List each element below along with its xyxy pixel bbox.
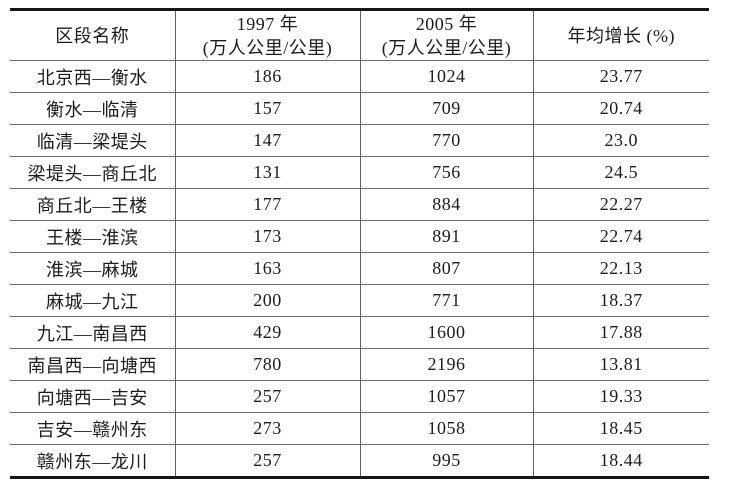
value-2005-cell: 995 bbox=[359, 444, 534, 478]
header-growth-label: 年均增长 (%) bbox=[567, 25, 675, 46]
section-density-table: 区段名称 1997 年 (万人公里/公里) 2005 年 (万人公里/公里) 年… bbox=[10, 8, 709, 479]
header-year-2005: 2005 年 bbox=[415, 13, 478, 34]
value-1997-cell: 177 bbox=[174, 188, 361, 221]
growth-cell: 13.81 bbox=[532, 348, 709, 381]
column-header-1997: 1997 年 (万人公里/公里) bbox=[174, 9, 361, 61]
table-row: 临清—梁堤头 147 770 23.0 bbox=[10, 124, 709, 157]
column-header-growth: 年均增长 (%) bbox=[532, 9, 709, 61]
table-row: 梁堤头—商丘北 131 756 24.5 bbox=[10, 156, 709, 189]
table-row: 商丘北—王楼 177 884 22.27 bbox=[10, 188, 709, 221]
section-name-cell: 临清—梁堤头 bbox=[10, 124, 176, 157]
header-unit-2005: (万人公里/公里) bbox=[381, 37, 512, 58]
growth-cell: 22.13 bbox=[532, 252, 709, 285]
value-1997-cell: 780 bbox=[174, 348, 361, 381]
growth-cell: 23.77 bbox=[532, 60, 709, 93]
section-name-cell: 南昌西—向塘西 bbox=[10, 348, 176, 381]
section-name-cell: 向塘西—吉安 bbox=[10, 380, 176, 413]
table-row: 北京西—衡水 186 1024 23.77 bbox=[10, 60, 709, 93]
growth-cell: 22.74 bbox=[532, 220, 709, 253]
column-header-section: 区段名称 bbox=[10, 9, 176, 61]
value-1997-cell: 257 bbox=[174, 444, 361, 478]
value-2005-cell: 1600 bbox=[359, 316, 534, 349]
value-1997-cell: 173 bbox=[174, 220, 361, 253]
value-1997-cell: 429 bbox=[174, 316, 361, 349]
value-2005-cell: 1058 bbox=[359, 412, 534, 445]
growth-cell: 18.37 bbox=[532, 284, 709, 317]
growth-cell: 19.33 bbox=[532, 380, 709, 413]
header-row: 区段名称 1997 年 (万人公里/公里) 2005 年 (万人公里/公里) 年… bbox=[10, 9, 709, 61]
value-1997-cell: 147 bbox=[174, 124, 361, 157]
header-label: 区段名称 bbox=[55, 25, 130, 46]
value-2005-cell: 1057 bbox=[359, 380, 534, 413]
growth-cell: 17.88 bbox=[532, 316, 709, 349]
table-row: 麻城—九江 200 771 18.37 bbox=[10, 284, 709, 317]
growth-cell: 18.45 bbox=[532, 412, 709, 445]
value-2005-cell: 807 bbox=[359, 252, 534, 285]
column-header-2005: 2005 年 (万人公里/公里) bbox=[359, 9, 534, 61]
value-1997-cell: 163 bbox=[174, 252, 361, 285]
value-2005-cell: 884 bbox=[359, 188, 534, 221]
section-name-cell: 麻城—九江 bbox=[10, 284, 176, 317]
value-2005-cell: 2196 bbox=[359, 348, 534, 381]
table-header: 区段名称 1997 年 (万人公里/公里) 2005 年 (万人公里/公里) 年… bbox=[10, 9, 709, 61]
header-year-1997: 1997 年 bbox=[236, 13, 299, 34]
table-row: 向塘西—吉安 257 1057 19.33 bbox=[10, 380, 709, 413]
section-name-cell: 九江—南昌西 bbox=[10, 316, 176, 349]
table-row: 南昌西—向塘西 780 2196 13.81 bbox=[10, 348, 709, 381]
section-name-cell: 商丘北—王楼 bbox=[10, 188, 176, 221]
value-1997-cell: 186 bbox=[174, 60, 361, 93]
value-2005-cell: 709 bbox=[359, 92, 534, 125]
table-row: 王楼—淮滨 173 891 22.74 bbox=[10, 220, 709, 253]
value-2005-cell: 770 bbox=[359, 124, 534, 157]
value-2005-cell: 1024 bbox=[359, 60, 534, 93]
table-row: 衡水—临清 157 709 20.74 bbox=[10, 92, 709, 125]
section-name-cell: 赣州东—龙川 bbox=[10, 444, 176, 478]
value-2005-cell: 891 bbox=[359, 220, 534, 253]
growth-cell: 24.5 bbox=[532, 156, 709, 189]
value-2005-cell: 756 bbox=[359, 156, 534, 189]
value-2005-cell: 771 bbox=[359, 284, 534, 317]
value-1997-cell: 131 bbox=[174, 156, 361, 189]
value-1997-cell: 200 bbox=[174, 284, 361, 317]
table-body: 北京西—衡水 186 1024 23.77 衡水—临清 157 709 20.7… bbox=[10, 60, 709, 478]
growth-cell: 18.44 bbox=[532, 444, 709, 478]
table-row: 赣州东—龙川 257 995 18.44 bbox=[10, 444, 709, 478]
section-name-cell: 淮滨—麻城 bbox=[10, 252, 176, 285]
section-name-cell: 衡水—临清 bbox=[10, 92, 176, 125]
section-name-cell: 吉安—赣州东 bbox=[10, 412, 176, 445]
header-unit-1997: (万人公里/公里) bbox=[202, 37, 333, 58]
section-name-cell: 梁堤头—商丘北 bbox=[10, 156, 176, 189]
growth-cell: 20.74 bbox=[532, 92, 709, 125]
growth-cell: 23.0 bbox=[532, 124, 709, 157]
table-row: 九江—南昌西 429 1600 17.88 bbox=[10, 316, 709, 349]
table-row: 淮滨—麻城 163 807 22.13 bbox=[10, 252, 709, 285]
value-1997-cell: 257 bbox=[174, 380, 361, 413]
section-name-cell: 北京西—衡水 bbox=[10, 60, 176, 93]
value-1997-cell: 157 bbox=[174, 92, 361, 125]
growth-cell: 22.27 bbox=[532, 188, 709, 221]
value-1997-cell: 273 bbox=[174, 412, 361, 445]
table-row: 吉安—赣州东 273 1058 18.45 bbox=[10, 412, 709, 445]
section-name-cell: 王楼—淮滨 bbox=[10, 220, 176, 253]
